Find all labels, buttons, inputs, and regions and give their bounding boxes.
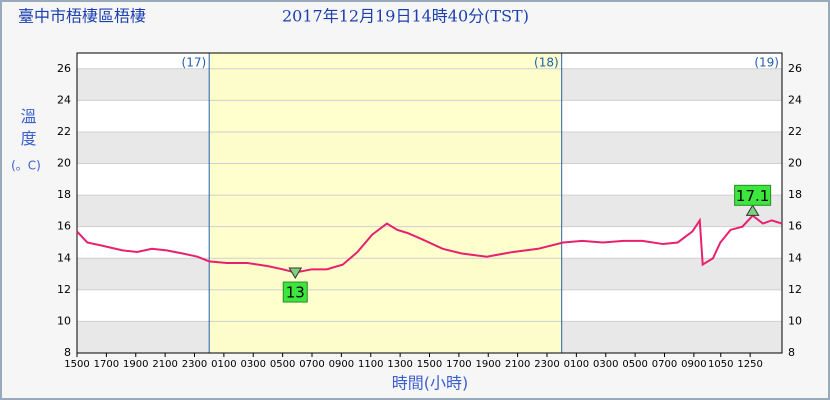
x-tick-label: 2100 bbox=[505, 359, 530, 370]
x-tick-label: 1500 bbox=[417, 359, 442, 370]
x-tick-label: 0300 bbox=[593, 359, 618, 370]
y2-tick-label: 14 bbox=[788, 251, 802, 264]
x-tick-label: 2300 bbox=[182, 359, 207, 370]
x-tick-label: 0500 bbox=[270, 359, 295, 370]
plot-border bbox=[76, 52, 783, 354]
x-tick-label: 2300 bbox=[534, 359, 559, 370]
y-tick-label: 10 bbox=[57, 314, 71, 327]
x-tick-label: 2100 bbox=[152, 359, 177, 370]
x-label: 時間(小時) bbox=[392, 374, 469, 393]
y-tick-label: 8 bbox=[64, 346, 71, 359]
x-tick-label: 1050 bbox=[708, 359, 733, 370]
y2-tick-label: 8 bbox=[788, 346, 795, 359]
timestamp: 2017年12月19日14時40分(TST) bbox=[282, 7, 529, 26]
x-tick-label: 1700 bbox=[94, 359, 119, 370]
y-tick-label: 12 bbox=[57, 283, 71, 296]
x-tick-label: 0500 bbox=[622, 359, 647, 370]
shade bbox=[209, 53, 562, 353]
y2-tick-label: 16 bbox=[788, 220, 802, 233]
y-tick-label: 20 bbox=[57, 157, 71, 170]
x-tick-label: 0700 bbox=[299, 359, 324, 370]
x-tick-label: 1900 bbox=[476, 359, 501, 370]
x-tick-label: 1250 bbox=[737, 359, 762, 370]
x-tick-label: 1300 bbox=[387, 359, 412, 370]
x-tick-label: 1900 bbox=[123, 359, 148, 370]
y-unit: (。C) bbox=[11, 159, 41, 173]
annotation-marker bbox=[288, 267, 303, 280]
x-tick-label: 1500 bbox=[64, 359, 89, 370]
y-tick-label: 16 bbox=[57, 220, 71, 233]
y2-tick-label: 24 bbox=[788, 93, 802, 106]
y2-tick-label: 12 bbox=[788, 283, 802, 296]
y-label: 溫度 bbox=[18, 108, 37, 152]
y-tick-label: 22 bbox=[57, 125, 71, 138]
temperature-line bbox=[76, 214, 783, 274]
annotation-label: 17.1 bbox=[736, 187, 769, 205]
annotation-box bbox=[282, 281, 308, 303]
x-tick-label: 0300 bbox=[241, 359, 266, 370]
x-tick-label: 1700 bbox=[446, 359, 471, 370]
x-tick-label: 1100 bbox=[358, 359, 383, 370]
x-tick-label: 0900 bbox=[681, 359, 706, 370]
y2-tick-label: 22 bbox=[788, 125, 802, 138]
day-label: (17) bbox=[182, 56, 207, 70]
annotation-label: 13 bbox=[286, 284, 305, 302]
annotation-box bbox=[734, 184, 772, 206]
y2-tick-label: 10 bbox=[788, 314, 802, 327]
x-tick-label: 0700 bbox=[652, 359, 677, 370]
x-tick-label: 0100 bbox=[564, 359, 589, 370]
x-tick-label: 0900 bbox=[329, 359, 354, 370]
y2-tick-label: 26 bbox=[788, 62, 802, 75]
y-tick-label: 18 bbox=[57, 188, 71, 201]
y2-tick-label: 18 bbox=[788, 188, 802, 201]
annotation-marker bbox=[745, 204, 760, 216]
y-tick-label: 26 bbox=[57, 62, 71, 75]
x-tick-label: 0100 bbox=[211, 359, 236, 370]
y2-tick-label: 20 bbox=[788, 157, 802, 170]
day-label: (19) bbox=[754, 56, 779, 70]
y-tick-label: 14 bbox=[57, 251, 71, 264]
day-label: (18) bbox=[534, 56, 559, 70]
y-tick-label: 24 bbox=[57, 93, 71, 106]
title: 臺中市梧棲區梧棲 bbox=[18, 7, 146, 26]
